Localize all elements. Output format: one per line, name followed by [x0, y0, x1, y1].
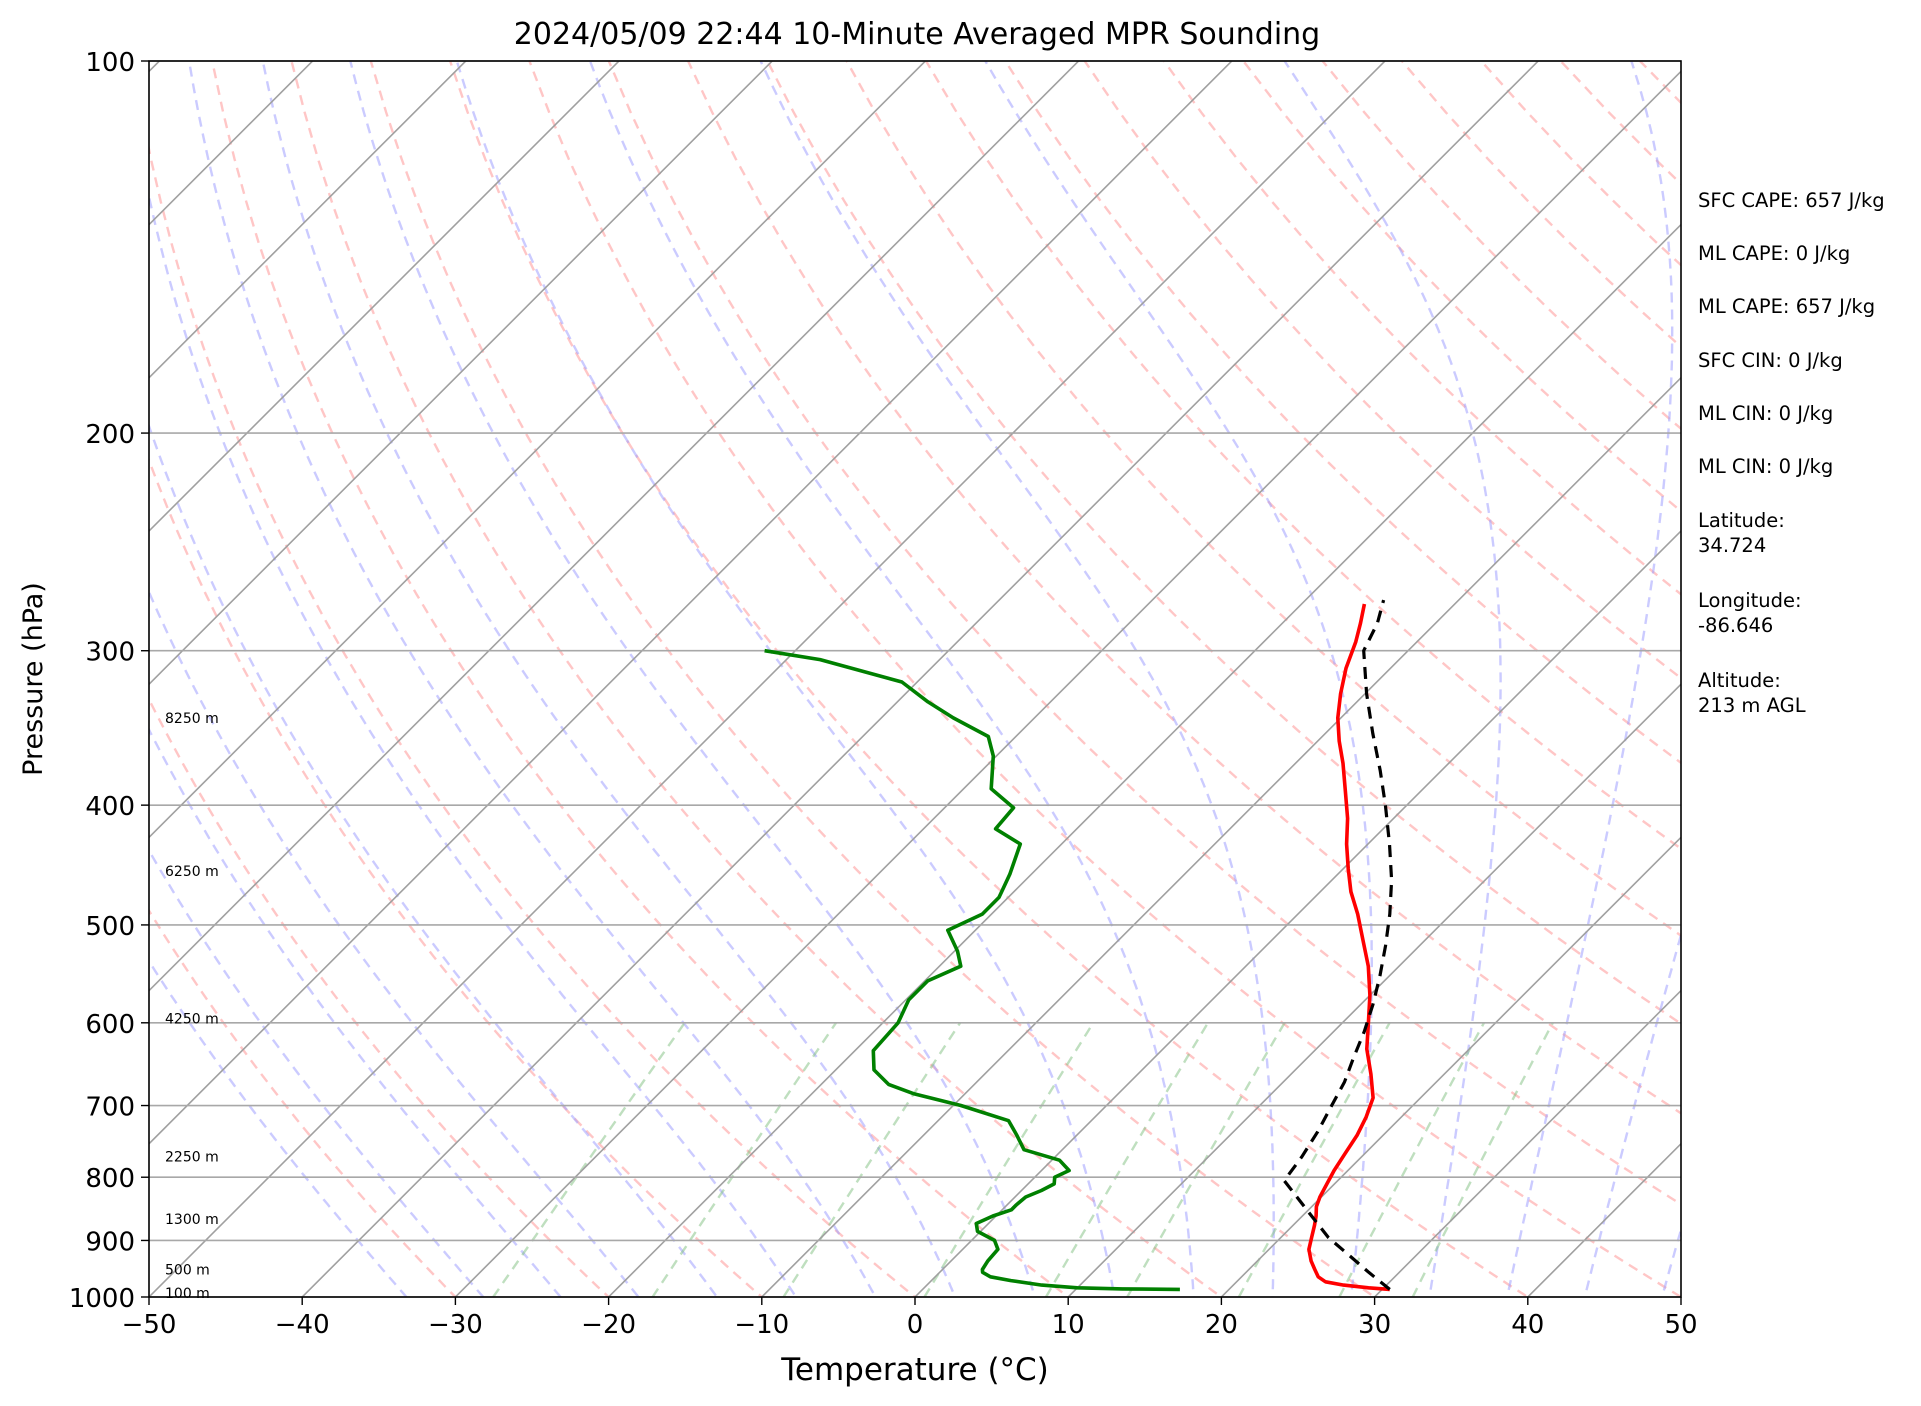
y-tick-label: 900	[85, 1227, 135, 1257]
isotherm	[1373, 989, 1681, 1297]
dewpoint-line	[764, 648, 1180, 1292]
sounding-series	[764, 599, 1394, 1292]
longitude-label: Longitude:	[1698, 589, 1802, 612]
dry-adiabat	[369, 61, 1377, 1297]
x-tick-label: 0	[907, 1310, 924, 1340]
x-axis-label: Temperature (°C)	[780, 1352, 1049, 1388]
y-tick-label: 200	[85, 420, 135, 450]
height-labels: 8250 m 6250 m 4250 m 2250 m 1300 m 500 m 100 m	[165, 711, 219, 1302]
isotherm	[149, 61, 467, 379]
ml-cin-text-2: ML CIN: 0 J/kg	[1698, 455, 1834, 478]
mixing-ratio-line	[1338, 1022, 1486, 1297]
dry-adiabat	[211, 61, 1071, 1297]
x-tick-label: −40	[275, 1310, 330, 1340]
y-tick-label: 400	[85, 792, 135, 822]
moist-adiabat	[261, 61, 957, 1297]
x-tick-label: −20	[581, 1310, 636, 1340]
moist-adiabat	[759, 61, 1275, 1297]
isotherm	[454, 70, 1681, 1297]
moist-adiabat	[1583, 930, 1681, 1297]
height-label: 2250 m	[165, 1150, 219, 1166]
chart-title: 2024/05/09 22:44 10-Minute Averaged MPR …	[514, 17, 1320, 52]
dry-adiabat	[149, 696, 611, 1297]
dry-adiabat	[448, 61, 1531, 1297]
y-tick-label: 500	[85, 912, 135, 942]
isotherm	[149, 61, 1233, 1145]
moist-adiabat	[349, 61, 1037, 1297]
moist-adiabat	[455, 61, 1116, 1297]
height-label: 8250 m	[165, 711, 219, 727]
moist-adiabat	[149, 190, 798, 1297]
height-label: 6250 m	[165, 864, 219, 880]
ml-cape-text: ML CAPE: 0 J/kg	[1698, 242, 1851, 265]
y-tick-label: 300	[85, 638, 135, 668]
mixing-ratio-line	[1411, 1022, 1554, 1297]
dry-adiabat	[687, 61, 1681, 1115]
dry-adiabat	[290, 61, 1224, 1297]
ml-cape-text-2: ML CAPE: 657 J/kg	[1698, 295, 1876, 318]
isotherm	[149, 61, 1080, 992]
y-axis-ticks: 100 200 300 400 500 600 700 800 900 1000	[69, 48, 149, 1314]
isotherm	[149, 61, 621, 533]
dry-adiabat	[149, 908, 458, 1297]
dry-adiabat	[1163, 61, 1681, 596]
ml-cin-text: ML CIN: 0 J/kg	[1698, 402, 1834, 425]
y-axis-label: Pressure (hPa)	[18, 582, 49, 776]
latitude-value: 34.724	[1698, 534, 1767, 557]
x-tick-label: 50	[1664, 1310, 1697, 1340]
sfc-cape-text: SFC CAPE: 657 J/kg	[1698, 189, 1885, 212]
moist-adiabat	[1660, 1225, 1681, 1297]
x-axis-ticks: −50 −40 −30 −20 −10 0 10 20 30 40 50	[122, 1297, 1698, 1340]
altitude-value: 213 m AGL	[1698, 694, 1806, 717]
height-label: 100 m	[165, 1286, 210, 1302]
moist-adiabat	[149, 958, 408, 1297]
longitude-value: -86.646	[1698, 614, 1774, 637]
moist-adiabat	[187, 61, 877, 1297]
height-label: 4250 m	[165, 1011, 219, 1027]
height-label: 1300 m	[165, 1212, 219, 1228]
x-tick-label: 40	[1511, 1310, 1544, 1340]
y-tick-label: 100	[85, 48, 135, 78]
dry-adiabat	[766, 61, 1681, 1026]
isotherm	[149, 61, 927, 839]
moist-adiabat	[588, 61, 1195, 1297]
x-tick-label: −30	[428, 1310, 483, 1340]
isotherm	[607, 223, 1681, 1297]
temperature-line	[1307, 603, 1390, 1292]
sfc-cin-text: SFC CIN: 0 J/kg	[1698, 349, 1843, 372]
isotherm	[301, 61, 1540, 1297]
isotherm	[913, 529, 1681, 1297]
y-tick-label: 600	[85, 1010, 135, 1040]
x-tick-label: 30	[1358, 1310, 1391, 1340]
isotherm	[1067, 683, 1681, 1297]
y-tick-label: 700	[85, 1093, 135, 1123]
dry-adiabat	[149, 143, 917, 1297]
dry-adiabat	[845, 61, 1681, 938]
y-tick-label: 1000	[69, 1284, 135, 1314]
x-tick-label: 10	[1052, 1310, 1085, 1340]
moist-adiabat	[1505, 61, 1674, 1297]
dry-adiabat	[1004, 61, 1681, 765]
x-tick-label: −10	[734, 1310, 789, 1340]
height-label: 500 m	[165, 1262, 210, 1278]
latitude-label: Latitude:	[1698, 509, 1785, 532]
isotherm	[149, 61, 774, 686]
x-tick-label: −50	[122, 1310, 177, 1340]
moist-adiabat	[1283, 61, 1502, 1297]
x-tick-label: 20	[1205, 1310, 1238, 1340]
y-tick-label: 800	[85, 1164, 135, 1194]
isotherm	[149, 61, 1387, 1297]
isotherm	[1220, 836, 1681, 1297]
parcel-line	[1282, 599, 1394, 1291]
altitude-label: Altitude:	[1698, 669, 1781, 692]
